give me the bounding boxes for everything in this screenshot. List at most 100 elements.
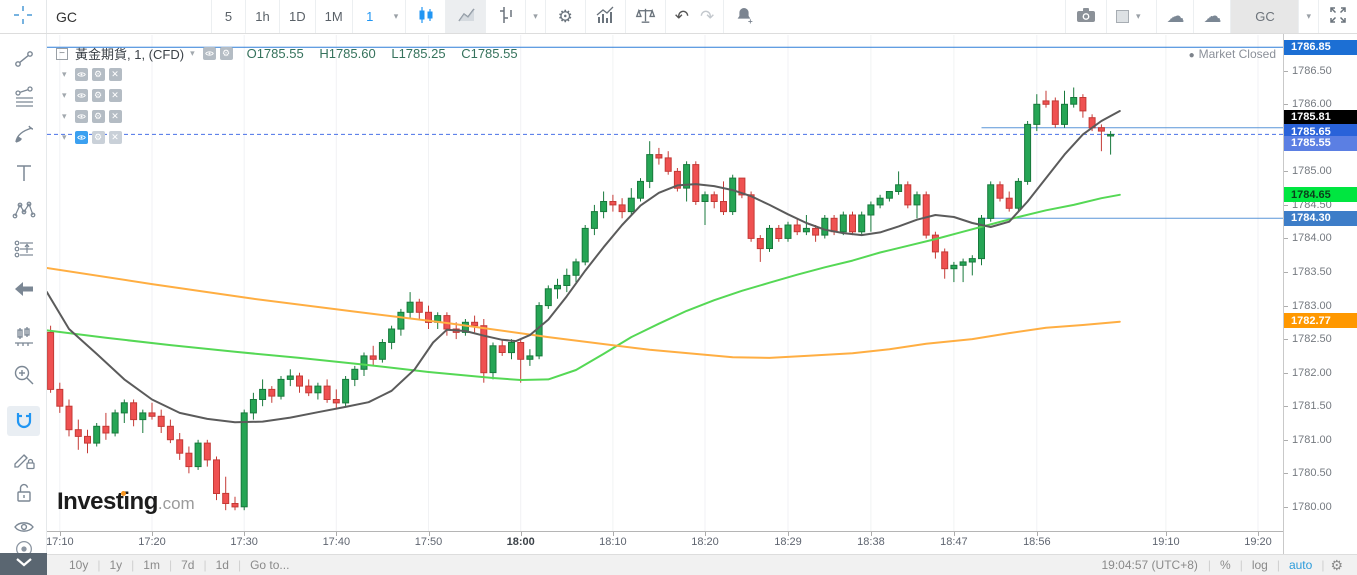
unlock-all-tool[interactable] — [7, 478, 40, 508]
price-tick-label: 1781.50 — [1292, 400, 1332, 413]
redo-icon: ↷ — [700, 7, 715, 26]
indicator-eye-icon[interactable] — [74, 89, 88, 102]
undo-button[interactable]: ↶ — [666, 0, 691, 33]
clock-label: 19:04:57 (UTC+8) — [1101, 558, 1198, 572]
legend-symbol-caret[interactable]: ▾ — [190, 48, 195, 58]
goto-button[interactable]: Go to... — [250, 558, 290, 572]
candlestick-chart[interactable] — [47, 35, 1283, 531]
drawing-mode-lock-tool[interactable] — [7, 444, 40, 474]
bar-style-button[interactable] — [486, 0, 527, 33]
price-tick-mark — [1284, 406, 1288, 408]
log-scale-button[interactable]: log — [1251, 558, 1268, 572]
axis-settings-gear-icon[interactable]: ⚙ — [1330, 556, 1343, 573]
indicator-caret[interactable]: ▾ — [62, 132, 67, 142]
indicator-caret[interactable]: ▾ — [62, 69, 67, 79]
candlestick-chart-button[interactable] — [406, 0, 447, 33]
range-button-10y[interactable]: 10y — [69, 558, 89, 572]
text-tool[interactable] — [7, 158, 40, 188]
trend-line-tool[interactable] — [7, 44, 40, 74]
legend-symbol-title: 黃金期貨, 1, (CFD) — [75, 47, 185, 62]
indicator-eye-icon[interactable] — [74, 68, 88, 81]
indicators-button[interactable] — [586, 0, 626, 33]
add-alert-button[interactable]: + — [724, 0, 764, 33]
symbol-eye-icon[interactable] — [202, 47, 216, 60]
price-tick-mark — [1284, 272, 1288, 273]
indicator-caret[interactable]: ▾ — [62, 111, 67, 121]
chart-plot-area[interactable]: − 黃金期貨, 1, (CFD) ▾ ⚙ O1785.55 H1785.60 L… — [47, 35, 1283, 531]
interval-button-5[interactable]: 5 — [212, 0, 246, 33]
indicator-gear-icon[interactable]: ⚙ — [91, 110, 105, 123]
time-label: 17:20 — [138, 536, 166, 548]
indicator-eye-icon[interactable] — [74, 131, 88, 144]
symbol-gear-icon[interactable]: ⚙ — [219, 47, 233, 60]
price-tick-label: 1783.00 — [1292, 299, 1332, 312]
price-tick-mark — [1284, 104, 1288, 106]
price-tick-mark — [1284, 439, 1288, 441]
compare-button[interactable] — [626, 0, 666, 33]
price-tick-label: 1782.00 — [1292, 366, 1332, 379]
indicator-close-icon[interactable]: ✕ — [108, 68, 122, 81]
save-chart-button[interactable]: ☁ ↑ — [1193, 0, 1230, 33]
indicator-gear-icon[interactable]: ⚙ — [91, 68, 105, 81]
logo-orange-dot — [121, 491, 126, 496]
time-axis[interactable]: 17:10 17:20 17:30 17:40 17:50 18:00 18:10 18:20… — [47, 531, 1283, 554]
settings-button[interactable]: ⚙ — [546, 0, 586, 33]
range-button-7d[interactable]: 7d — [181, 558, 195, 572]
percent-scale-button[interactable]: % — [1220, 558, 1231, 572]
redo-button[interactable]: ↷ — [691, 0, 725, 33]
brush-tool[interactable] — [7, 120, 40, 150]
layout-square-icon — [1115, 10, 1129, 23]
price-axis[interactable]: 1786.501786.001785.501785.001784.501784.… — [1283, 34, 1357, 554]
price-tick-label: 1786.50 — [1292, 64, 1332, 77]
investing-logo: Investing .com — [57, 488, 195, 516]
time-tick-mark — [59, 532, 61, 536]
indicator-gear-icon[interactable]: ⚙ — [91, 89, 105, 102]
gann-fib-tool[interactable] — [7, 82, 40, 112]
zoom-in-tool[interactable] — [7, 360, 40, 390]
indicator-eye-icon[interactable] — [74, 110, 88, 123]
indicator-close-icon[interactable]: ✕ — [108, 89, 122, 102]
symbol-input[interactable]: GC — [47, 0, 212, 33]
indicator-close-icon[interactable]: ✕ — [108, 110, 122, 123]
indicators-icon — [595, 5, 615, 28]
saved-layout-name[interactable]: GC — [1230, 0, 1299, 33]
hide-drawings-back-arrow[interactable] — [7, 274, 40, 304]
fullscreen-button[interactable] — [1318, 0, 1357, 33]
fullscreen-icon — [1328, 5, 1348, 28]
magnet-mode-toggle[interactable] — [7, 406, 40, 436]
interval-button-1h[interactable]: 1h — [246, 0, 280, 33]
indicator-gear-icon[interactable]: ⚙ — [91, 131, 105, 144]
range-button-1d[interactable]: 1d — [215, 558, 229, 572]
measure-tool[interactable] — [7, 322, 40, 352]
ohlc-values: O1785.55 H1785.60 L1785.25 C1785.55 — [247, 46, 518, 61]
crosshair-tool-button[interactable] — [0, 0, 47, 33]
bar-style-caret[interactable]: ▾ — [526, 0, 546, 33]
time-label: 18:00 — [506, 536, 535, 548]
range-buttons: 10y | 1y | 1m | 7d | 1d | Go to... — [60, 558, 298, 572]
collapse-toolbar-button[interactable] — [0, 553, 47, 575]
load-chart-button[interactable]: ☁ ↓ — [1156, 0, 1193, 33]
snapshot-button[interactable] — [1064, 0, 1106, 33]
area-chart-button[interactable] — [446, 0, 487, 33]
hide-all-eye-tool[interactable] — [7, 512, 40, 542]
ohlc-bars-icon — [496, 5, 516, 28]
interval-button-1M[interactable]: 1M — [316, 0, 353, 33]
forecast-tool[interactable] — [7, 234, 40, 264]
interval-dropdown-caret[interactable]: ▾ — [387, 0, 407, 33]
interval-button-1D[interactable]: 1D — [280, 0, 316, 33]
range-button-1m[interactable]: 1m — [143, 558, 160, 572]
indicator-caret[interactable]: ▾ — [62, 90, 67, 100]
bottom-right-controls: 19:04:57 (UTC+8) | % | log | auto | ⚙ — [1092, 557, 1350, 574]
time-tick-mark — [1165, 532, 1167, 536]
xabcd-pattern-tool[interactable] — [7, 196, 40, 226]
time-label: 18:10 — [599, 536, 627, 548]
range-button-1y[interactable]: 1y — [109, 558, 123, 572]
indicator-close-icon[interactable]: ✕ — [108, 131, 122, 144]
saved-layout-caret[interactable]: ▾ — [1298, 0, 1318, 33]
legend-collapse-icon[interactable]: − — [56, 47, 68, 60]
separator: | — [1207, 558, 1212, 572]
price-tick-mark — [1284, 204, 1288, 206]
layout-select-button[interactable]: ▾ — [1105, 0, 1157, 33]
interval-button-1[interactable]: 1 — [366, 9, 374, 24]
auto-scale-button[interactable]: auto — [1288, 558, 1313, 572]
